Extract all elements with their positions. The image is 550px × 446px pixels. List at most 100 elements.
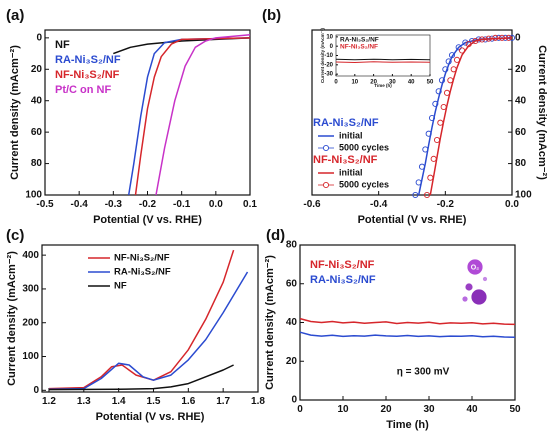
data-point <box>445 58 452 65</box>
legend-group-title: RA-Ni₃S₂/NF <box>313 117 379 129</box>
legend-label: RA-Ni₃S₂/NF <box>310 274 376 286</box>
data-line <box>299 331 516 338</box>
y-axis-title: Current density (mAcm⁻²) <box>9 45 21 180</box>
y-tick-label: 0 <box>515 32 521 43</box>
data-line <box>335 58 431 61</box>
y-tick-label: 300 <box>22 284 39 295</box>
data-point <box>428 114 436 122</box>
y-tick-label: 0 <box>330 44 334 50</box>
icon-label: O₂ <box>471 264 480 271</box>
x-tick-label: 10 <box>351 79 358 85</box>
data-line <box>48 271 249 391</box>
y-tick-label: 80 <box>515 158 527 169</box>
data-point <box>415 179 422 186</box>
data-point <box>485 35 492 42</box>
x-axis-title: Time (h) <box>374 83 392 88</box>
data-point <box>450 66 457 73</box>
x-tick-label: -0.4 <box>370 199 388 210</box>
data-point <box>422 146 429 153</box>
legend-swatch <box>322 181 330 189</box>
legend-label: RA-Ni₃S₂/NF <box>55 54 121 66</box>
data-point <box>427 174 434 181</box>
x-tick-label: 1.5 <box>147 396 161 407</box>
x-axis-title: Potential (V vs. RHE) <box>93 214 202 226</box>
panel-label: (c) <box>6 227 24 244</box>
panel-label: (d) <box>266 227 285 244</box>
inset-background <box>317 33 434 89</box>
bubble-icon <box>466 258 484 276</box>
x-axis-title: Potential (V vs. RHE) <box>358 214 467 226</box>
legend-label: initial <box>339 167 363 177</box>
y-tick-label: 100 <box>22 351 39 362</box>
y-axis-title: Current density (mAcm⁻²) <box>6 251 18 386</box>
data-line <box>155 33 251 196</box>
x-tick-label: 0.0 <box>505 199 519 210</box>
y-tick-label: 40 <box>286 317 298 328</box>
data-point <box>505 34 512 41</box>
data-point <box>423 191 431 199</box>
x-tick-label: 50 <box>427 79 434 85</box>
y-tick-label: -20 <box>324 62 333 68</box>
x-tick-label: 0.0 <box>209 199 223 210</box>
y-tick-label: 40 <box>31 95 43 106</box>
y-axis-title: Current density (mAcm⁻²) <box>536 45 548 180</box>
x-tick-label: 50 <box>509 404 521 415</box>
plot-frame <box>41 244 259 393</box>
x-tick-label: 40 <box>408 79 415 85</box>
y-tick-label: 200 <box>22 317 39 328</box>
legend-label: NF-Ni₃S₂/NF <box>55 69 120 81</box>
data-line <box>429 37 513 196</box>
data-point <box>432 100 439 107</box>
x-tick-label: 1.2 <box>42 396 56 407</box>
x-tick-label: 30 <box>389 79 396 85</box>
x-tick-label: 1.4 <box>112 396 126 407</box>
legend-label: NF-Ni₃S₂/NF <box>310 259 375 271</box>
legend-label: initial <box>339 130 363 140</box>
panel-label: (a) <box>6 7 24 24</box>
y-tick-label: 10 <box>326 34 333 40</box>
data-point <box>453 56 461 63</box>
data-line <box>134 37 251 196</box>
legend-label: RA-Ni₃S₂/NF <box>114 267 171 278</box>
data-line <box>299 317 516 326</box>
data-point <box>472 37 479 45</box>
y-axis-title: Current density (mAcm⁻²) <box>320 27 325 83</box>
data-point <box>438 77 446 84</box>
data-point <box>465 41 472 48</box>
x-tick-label: 1.7 <box>216 396 230 407</box>
data-point <box>443 89 451 96</box>
y-tick-label: 80 <box>31 158 43 169</box>
bubble-icon <box>464 282 474 292</box>
data-point <box>478 36 486 43</box>
y-tick-label: 60 <box>31 127 43 138</box>
inset-legend-label: RA-Ni₃S₂/NF <box>340 37 379 44</box>
data-point <box>418 163 426 170</box>
x-tick-label: -0.3 <box>105 199 123 210</box>
legend-label: NF <box>55 39 70 51</box>
x-tick-label: 20 <box>370 79 377 85</box>
data-point <box>433 136 441 144</box>
legend-label: NF <box>114 281 127 292</box>
y-tick-label: 20 <box>286 356 298 367</box>
x-tick-label: 10 <box>337 404 349 415</box>
legend-label: 5000 cycles <box>339 142 389 152</box>
y-tick-label: 20 <box>515 64 527 75</box>
y-tick-label: 0 <box>36 32 42 43</box>
data-point <box>435 88 442 95</box>
data-point <box>498 34 506 41</box>
x-tick-label: 1.8 <box>251 396 265 407</box>
legend-swatch <box>322 144 330 152</box>
data-line <box>113 37 251 55</box>
x-tick-label: -0.5 <box>36 199 54 210</box>
data-point <box>412 191 419 199</box>
x-axis-title: Potential (V vs. RHE) <box>96 411 205 423</box>
bubble-icon <box>461 295 469 303</box>
y-tick-label: 40 <box>515 95 527 106</box>
y-tick-label: -10 <box>324 53 333 59</box>
y-tick-label: -30 <box>324 72 333 78</box>
x-tick-label: -0.4 <box>71 199 89 210</box>
inset-legend-label: NF-Ni₃S₂/NF <box>340 44 378 51</box>
annotation: η = 300 mV <box>397 367 450 378</box>
data-line <box>48 364 234 391</box>
